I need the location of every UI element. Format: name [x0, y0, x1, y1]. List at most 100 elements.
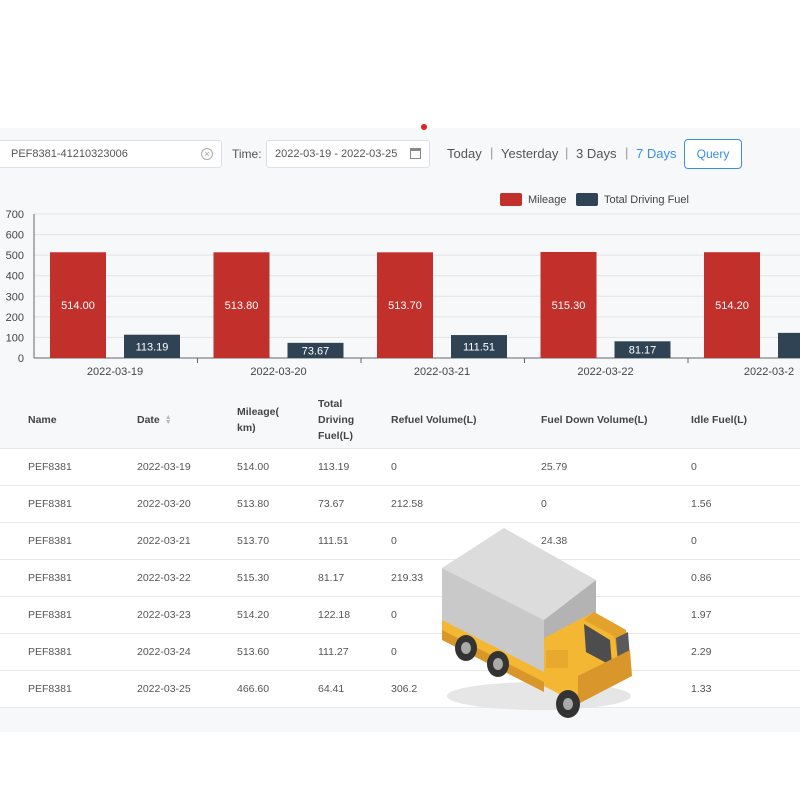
bar-mileage[interactable] [540, 251, 597, 358]
cell-mileage: 513.60 [237, 646, 270, 658]
cell-idle-fuel: 1.97 [691, 609, 712, 621]
cell-refuel-volume: 0 [391, 461, 397, 473]
bar-value-label: 514.20 [715, 300, 749, 312]
bar-value-label: 514.00 [61, 300, 95, 312]
sort-icon[interactable]: ▲ ▼ [164, 414, 172, 427]
legend-label-fuel: Total Driving Fuel [604, 193, 689, 206]
cell-name: PEF8381 [28, 461, 72, 473]
cell-date: 2022-03-20 [137, 498, 191, 510]
bar-value-label: 513.80 [225, 300, 259, 312]
x-tick-label: 2022-03-2 [744, 366, 794, 378]
range-separator: | [565, 145, 569, 160]
vehicle-select-value: PEF8381-41210323006 [11, 148, 128, 160]
cell-idle-fuel: 0.86 [691, 572, 712, 584]
cell-date: 2022-03-21 [137, 535, 191, 547]
legend-total-driving-fuel[interactable]: Total Driving Fuel [576, 193, 689, 206]
column-header-idle-fuel: Idle Fuel(L) [691, 414, 747, 426]
y-tick-label: 500 [6, 250, 24, 262]
y-tick-label: 300 [6, 291, 24, 303]
cell-mileage: 514.20 [237, 609, 270, 621]
bar-value-label: 113.19 [136, 341, 169, 353]
table-row[interactable]: PEF8381 2022-03-22 515.30 81.17 219.33 0.86 [0, 560, 800, 597]
cell-idle-fuel: 1.56 [691, 498, 712, 510]
date-range-picker[interactable]: 2022-03-19 - 2022-03-25 [266, 140, 430, 168]
vehicle-select[interactable]: PEF8381-41210323006 × [0, 140, 222, 168]
y-tick-label: 600 [6, 230, 24, 242]
cell-total-driving-fuel: 113.19 [318, 461, 350, 473]
bar-value-label: 111.51 [463, 342, 495, 354]
table-body: PEF8381 2022-03-19 514.00 113.19 0 25.79 0 PEF8… [0, 449, 800, 708]
query-button[interactable]: Query [684, 139, 742, 169]
calendar-icon[interactable] [410, 148, 421, 159]
table-row[interactable]: PEF8381 2022-03-19 514.00 113.19 0 25.79 0 [0, 449, 800, 486]
cell-idle-fuel: 0 [691, 461, 697, 473]
table-row[interactable]: PEF8381 2022-03-21 513.70 111.51 0 24.38 0 [0, 523, 800, 560]
cell-refuel-volume: 219.33 [391, 572, 424, 584]
cell-mileage: 513.70 [237, 535, 270, 547]
cell-refuel-volume: 0 [391, 609, 397, 621]
bar-value-label: 81.17 [629, 345, 657, 357]
legend-swatch-fuel [576, 193, 598, 206]
column-header-date[interactable]: Date ▲ ▼ [137, 414, 172, 427]
cell-idle-fuel: 2.29 [691, 646, 712, 658]
x-tick-label: 2022-03-19 [87, 366, 143, 378]
y-tick-label: 100 [6, 332, 24, 344]
legend-mileage[interactable]: Mileage [500, 193, 567, 206]
cell-mileage: 515.30 [237, 572, 270, 584]
table-header: Name Date ▲ ▼ Mileage( km) Total Driving F… [0, 392, 800, 449]
cell-date: 2022-03-19 [137, 461, 191, 473]
time-label: Time: [232, 147, 262, 161]
cell-name: PEF8381 [28, 683, 72, 695]
clear-icon[interactable]: × [201, 148, 213, 160]
cell-total-driving-fuel: 73.67 [318, 498, 345, 510]
cell-fuel-down-volume: 24.38 [541, 535, 568, 547]
table-row[interactable]: PEF8381 2022-03-25 466.60 64.41 306.2 1.33 [0, 671, 800, 708]
cell-name: PEF8381 [28, 535, 72, 547]
bar-value-label: 73.67 [302, 345, 330, 357]
bar-mileage[interactable] [213, 252, 270, 358]
table-row[interactable]: PEF8381 2022-03-20 513.80 73.67 212.58 0 1.56 [0, 486, 800, 523]
column-header-refuel-volume: Refuel Volume(L) [391, 414, 477, 426]
cell-total-driving-fuel: 111.27 [318, 646, 349, 658]
x-tick-label: 2022-03-22 [577, 366, 633, 378]
quick-range-today[interactable]: Today [447, 146, 482, 161]
cell-name: PEF8381 [28, 572, 72, 584]
bar-value-label: 513.70 [388, 300, 422, 312]
bar-total-driving-fuel[interactable] [614, 341, 671, 358]
bar-mileage[interactable] [50, 252, 106, 358]
bar-total-driving-fuel[interactable] [124, 334, 180, 358]
notification-dot [421, 124, 427, 130]
bar-mileage[interactable] [704, 252, 760, 358]
range-separator: | [625, 145, 629, 160]
legend-label-mileage: Mileage [528, 193, 567, 206]
cell-mileage: 466.60 [237, 683, 270, 695]
quick-range-3-days[interactable]: 3 Days [576, 146, 617, 161]
y-tick-label: 400 [6, 271, 24, 283]
x-tick-label: 2022-03-20 [250, 366, 306, 378]
quick-range-yesterday[interactable]: Yesterday [501, 146, 559, 161]
cell-refuel-volume: 0 [391, 646, 397, 658]
bar-total-driving-fuel[interactable] [778, 332, 800, 358]
column-header-total-driving-fuel: Total Driving Fuel(L) [318, 398, 355, 442]
quick-range-7-days[interactable]: 7 Days [636, 146, 677, 161]
date-range-value: 2022-03-19 - 2022-03-25 [275, 148, 398, 160]
x-tick-label: 2022-03-21 [414, 366, 470, 378]
cell-fuel-down-volume: 25.79 [541, 461, 568, 473]
bar-total-driving-fuel[interactable] [287, 342, 344, 358]
table-row[interactable]: PEF8381 2022-03-24 513.60 111.27 0 2.29 [0, 634, 800, 671]
bar-total-driving-fuel[interactable] [451, 335, 507, 358]
cell-name: PEF8381 [28, 646, 72, 658]
cell-total-driving-fuel: 122.18 [318, 609, 351, 621]
y-tick-label: 200 [6, 312, 24, 324]
cell-fuel-down-volume: 0 [541, 498, 547, 510]
bar-mileage[interactable] [377, 252, 433, 358]
cell-total-driving-fuel: 111.51 [318, 535, 349, 547]
cell-mileage: 514.00 [237, 461, 270, 473]
table-row[interactable]: PEF8381 2022-03-23 514.20 122.18 0 1.97 [0, 597, 800, 634]
column-header-fuel-down-volume: Fuel Down Volume(L) [541, 414, 648, 426]
fuel-report-table: Name Date ▲ ▼ Mileage( km) Total Driving F… [0, 392, 800, 708]
bar-value-label: 515.30 [552, 300, 586, 312]
range-separator: | [490, 145, 494, 160]
cell-date: 2022-03-24 [137, 646, 191, 658]
cell-name: PEF8381 [28, 498, 72, 510]
